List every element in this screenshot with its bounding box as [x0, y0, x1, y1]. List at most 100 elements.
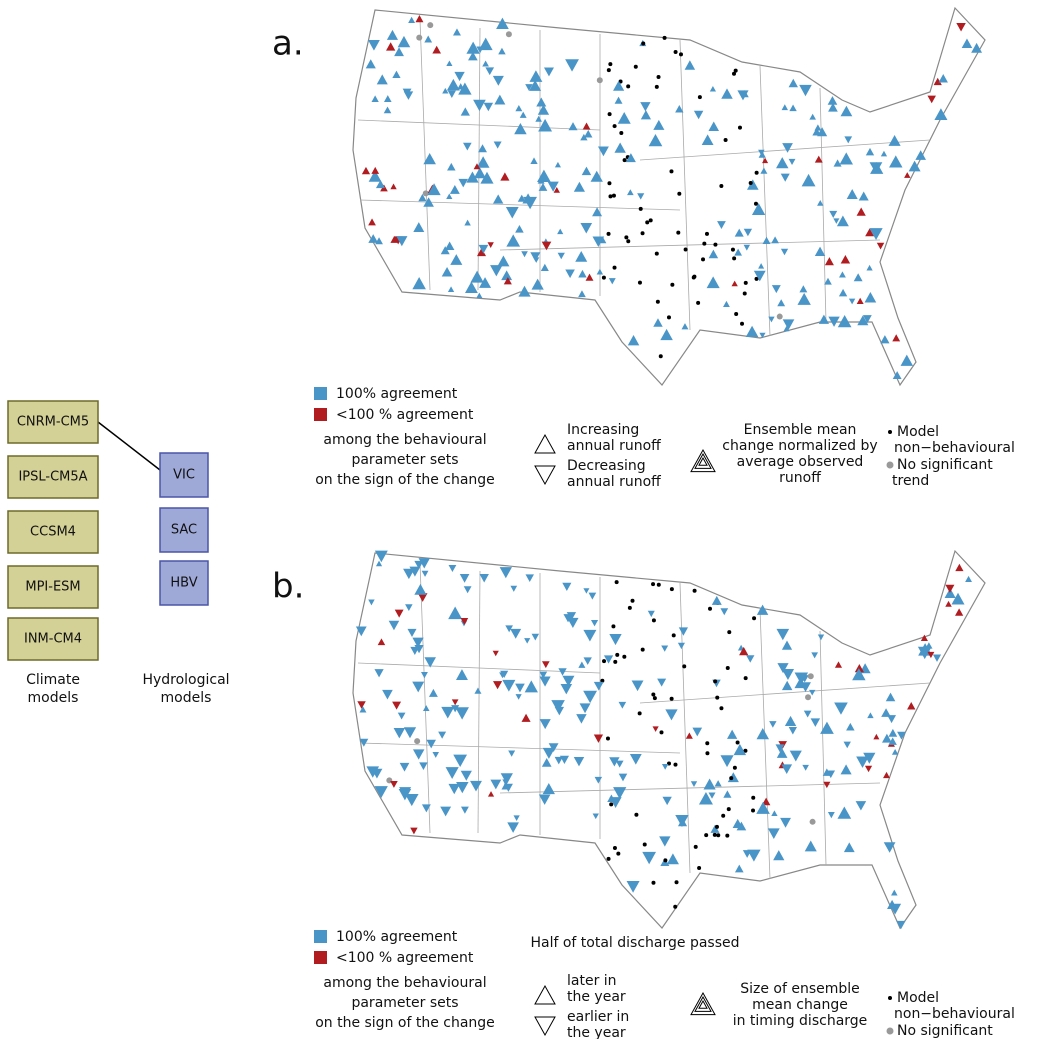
site-non-behavioural [626, 84, 631, 89]
site-marker [417, 593, 428, 602]
site-marker [445, 767, 459, 780]
site-marker [487, 242, 494, 248]
site-marker [447, 162, 456, 171]
site-marker [971, 42, 983, 53]
site-marker [405, 604, 413, 612]
legend-text: Model [897, 424, 939, 440]
site-marker [945, 600, 952, 607]
site-no-trend [596, 77, 603, 84]
site-marker [771, 285, 781, 294]
climate-box [7, 565, 99, 609]
site-non-behavioural [754, 170, 759, 175]
site-marker [390, 781, 398, 788]
site-marker [560, 684, 573, 695]
site-marker [613, 80, 625, 91]
site-marker [780, 817, 791, 828]
site-marker [780, 173, 790, 182]
site-non-behavioural [662, 35, 667, 40]
site-marker [449, 184, 460, 194]
site-no-trend [776, 313, 783, 320]
site-marker [396, 236, 408, 247]
site-marker [824, 277, 832, 285]
site-marker [762, 236, 771, 244]
site-marker [448, 606, 463, 620]
site-non-behavioural [751, 795, 756, 800]
site-marker [867, 712, 874, 719]
site-marker [576, 714, 587, 724]
site-non-behavioural [624, 235, 629, 240]
site-marker [661, 645, 669, 652]
climate-label: Climate [26, 672, 80, 688]
site-marker [804, 840, 817, 852]
site-marker [542, 783, 555, 795]
site-non-behavioural [719, 184, 724, 189]
site-marker [678, 627, 689, 636]
state-line [639, 682, 931, 704]
site-marker [698, 791, 713, 805]
site-marker [846, 189, 858, 199]
site-non-behavioural [645, 220, 650, 225]
site-marker [543, 67, 554, 77]
site-marker [505, 207, 519, 219]
site-non-behavioural [640, 647, 645, 652]
site-no-trend [809, 818, 816, 825]
site-non-behavioural [713, 679, 718, 684]
site-marker [598, 236, 607, 244]
site-marker [703, 778, 716, 790]
hydro-box [159, 560, 209, 606]
site-marker [731, 280, 738, 287]
site-marker [759, 332, 766, 339]
site-non-behavioural [648, 218, 653, 223]
site-non-behavioural [748, 180, 753, 185]
legend-text: <100 % agreement [336, 950, 474, 966]
site-marker [515, 683, 525, 693]
site-marker [493, 681, 503, 690]
site-marker [418, 193, 427, 202]
site-marker [675, 104, 684, 113]
site-marker [580, 133, 588, 141]
site-marker [473, 163, 481, 170]
site-marker [782, 319, 795, 330]
site-marker [399, 762, 410, 772]
site-marker [956, 22, 966, 32]
site-marker [789, 750, 802, 762]
state-line [477, 27, 481, 291]
site-marker [613, 787, 627, 800]
site-marker [869, 162, 883, 174]
site-marker [444, 241, 455, 251]
site-marker [562, 582, 572, 591]
site-non-behavioural [740, 321, 745, 326]
site-marker [562, 675, 575, 687]
site-non-behavioural [726, 807, 731, 812]
site-non-behavioural [731, 71, 736, 76]
site-marker [889, 903, 902, 915]
site-non-behavioural [683, 247, 688, 252]
site-marker [880, 150, 888, 157]
site-marker [593, 681, 604, 691]
site-marker [479, 277, 492, 288]
site-marker [747, 849, 761, 862]
site-marker [927, 651, 935, 659]
site-marker [390, 236, 398, 243]
site-marker [618, 773, 628, 782]
site-marker [541, 661, 550, 669]
site-non-behavioural [701, 257, 706, 262]
site-marker [920, 634, 928, 641]
site-marker [640, 110, 652, 120]
site-non-behavioural [669, 169, 674, 174]
site-marker [464, 219, 471, 226]
site-non-behavioural [671, 633, 676, 638]
site-marker [788, 158, 796, 166]
site-non-behavioural [609, 802, 614, 807]
climate-box [7, 510, 99, 554]
site-non-behavioural [732, 765, 737, 770]
site-marker [483, 102, 494, 112]
site-marker [424, 657, 436, 668]
site-marker [852, 668, 866, 681]
site-marker [631, 680, 644, 692]
site-marker [881, 733, 892, 743]
site-marker [883, 842, 896, 853]
site-marker [773, 850, 785, 861]
site-marker [873, 733, 880, 740]
site-marker [502, 679, 516, 692]
